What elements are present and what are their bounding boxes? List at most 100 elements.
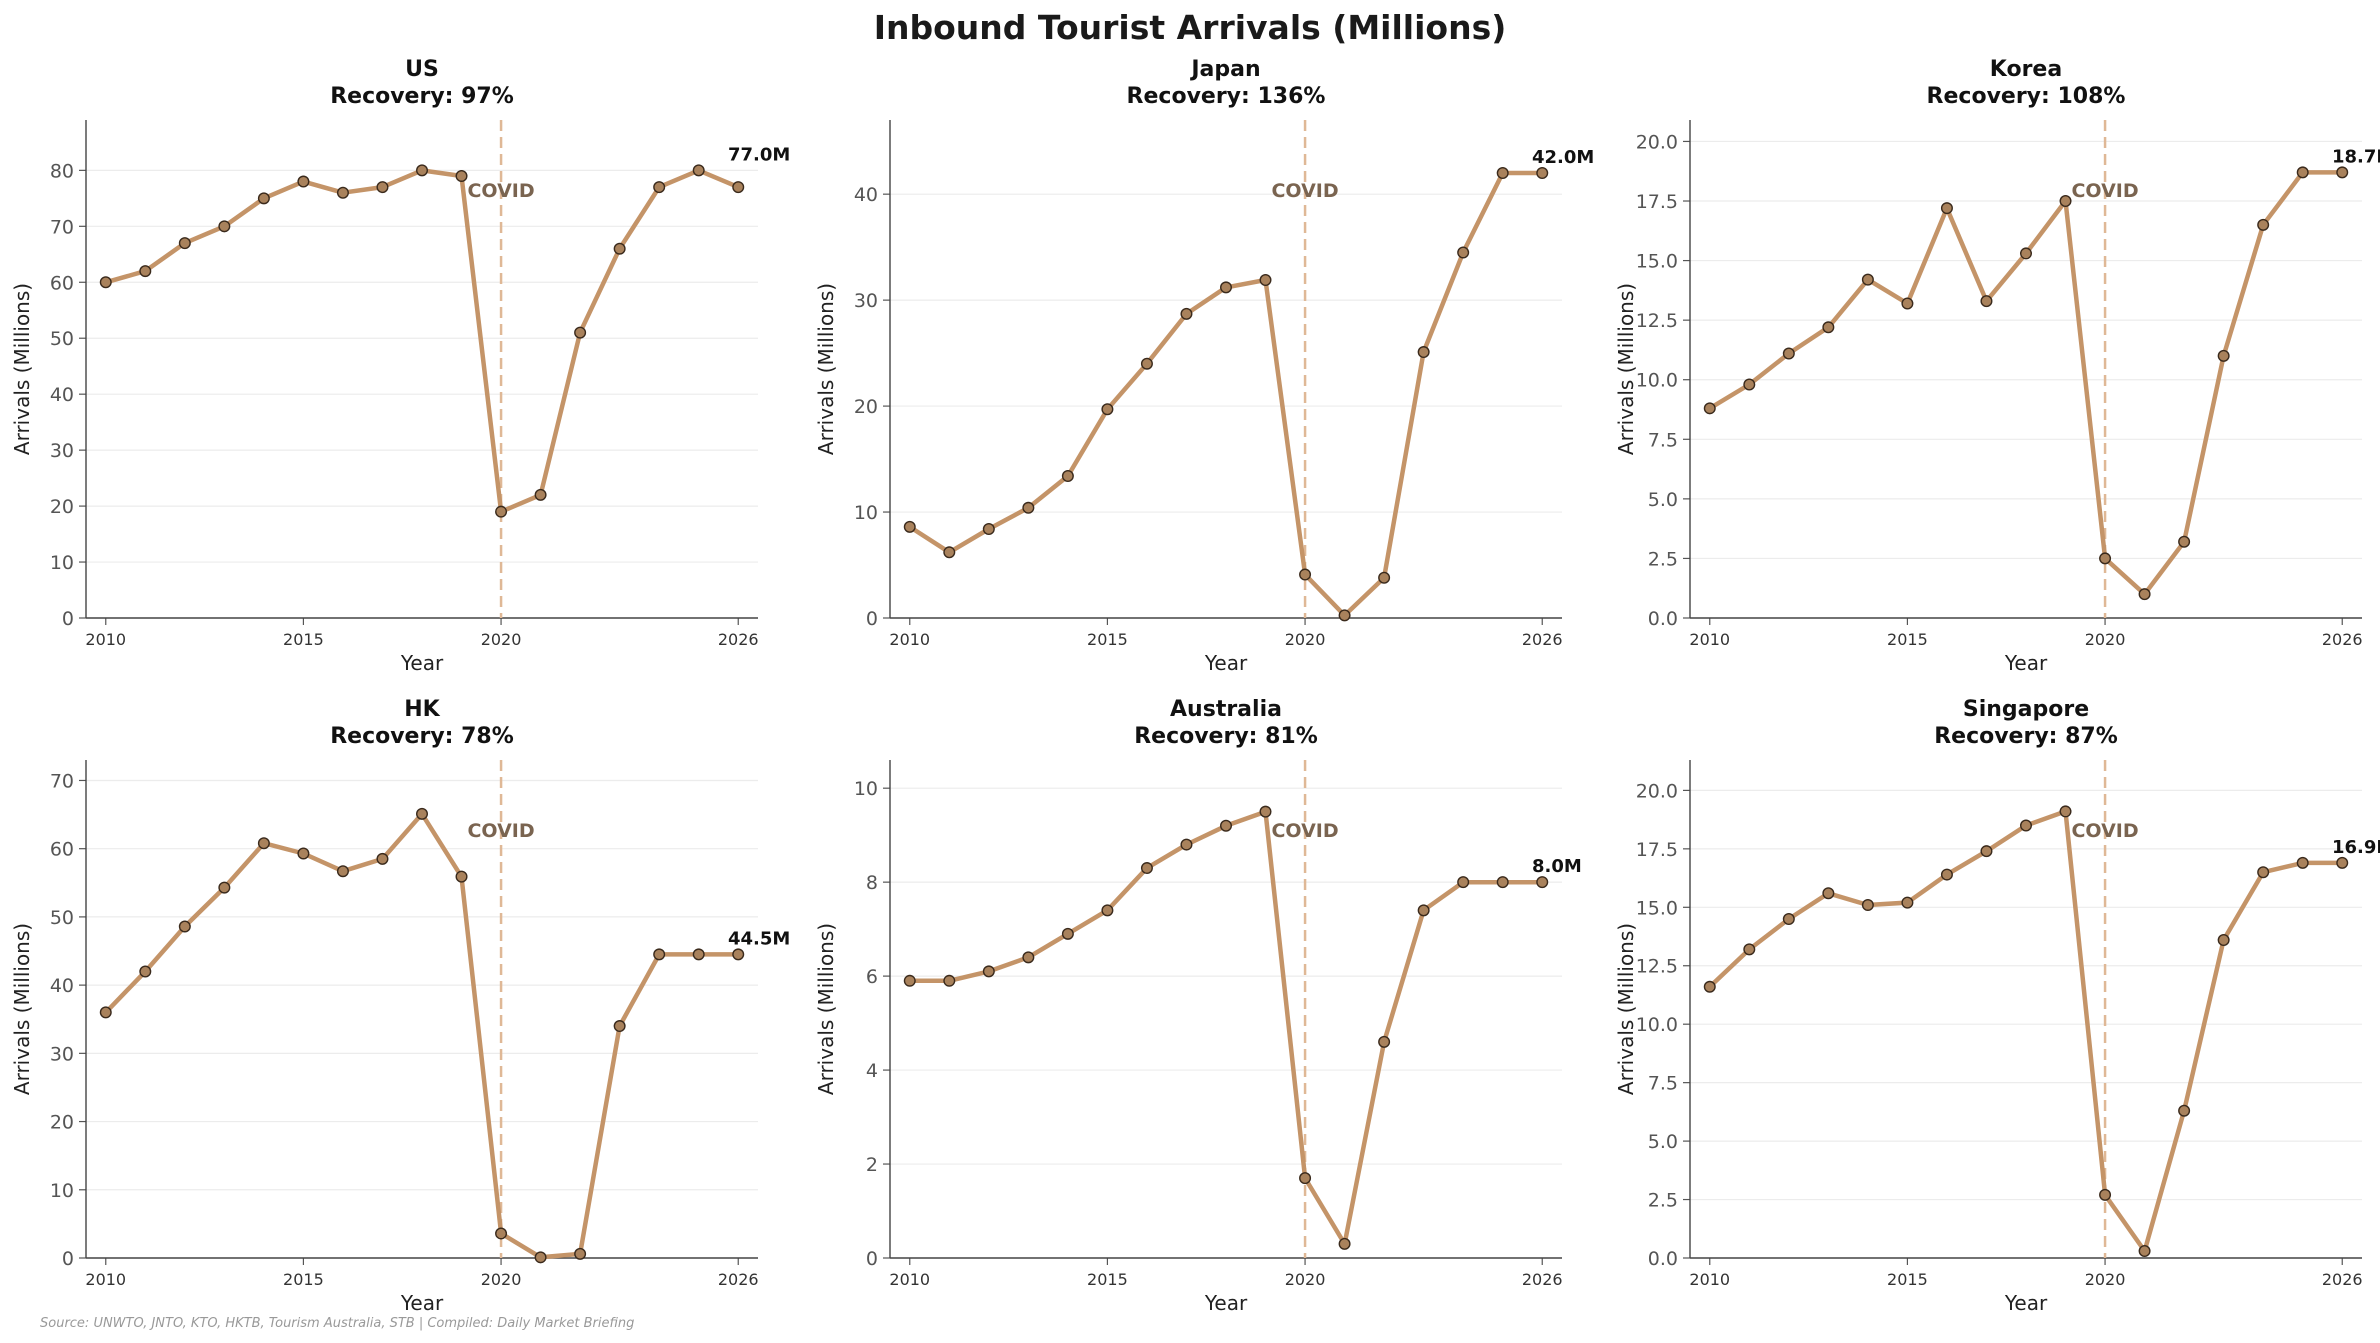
end-value-label: 8.0M [1532,856,1582,877]
x-tick-label: 2026 [1522,630,1563,649]
x-axis-label: Year [1204,1291,1248,1315]
y-tick-label: 20 [50,496,74,518]
y-tick-label: 20.0 [1636,780,1678,802]
y-axis-label: Arrivals (Millions) [10,283,34,455]
x-tick-label: 2026 [1522,1270,1563,1289]
data-point [1496,166,1509,179]
data-point [903,974,916,987]
y-tick-label: 50 [50,328,74,350]
x-tick-label: 2020 [2085,630,2126,649]
end-value-label: 16.9M [2332,837,2380,858]
x-tick-label: 2020 [481,630,522,649]
data-point [455,870,468,883]
y-tick-label: 40 [50,975,74,997]
y-tick-label: 0 [62,1248,74,1270]
panel-subtitle: Recovery: 87% [1934,724,2118,749]
data-point [1061,470,1074,483]
y-tick-label: 30 [854,290,878,312]
series-line [1707,170,2345,597]
data-point [178,920,191,933]
y-axis-label: Arrivals (Millions) [814,923,838,1095]
data-point [336,186,349,199]
y-tick-label: 80 [50,160,74,182]
covid-label: COVID [467,820,534,842]
y-tick-label: 50 [50,907,74,929]
data-point [943,546,956,559]
data-point [2178,1104,2191,1117]
data-point [1861,273,1874,286]
data-point [376,181,389,194]
data-point [2019,819,2032,832]
data-point [2099,552,2112,565]
data-point [1940,202,1953,215]
data-point [2217,934,2230,947]
data-point [1536,166,1549,179]
x-tick-label: 2026 [2322,1270,2363,1289]
data-point [1140,357,1153,370]
x-tick-label: 2020 [1285,1270,1326,1289]
data-point [1822,321,1835,334]
y-tick-label: 20 [50,1112,74,1134]
x-tick-label: 2015 [1087,630,1128,649]
data-point [653,948,666,961]
panel-title: Australia [1170,697,1282,722]
panel-subtitle: Recovery: 78% [330,724,514,749]
data-point [376,852,389,865]
covid-label: COVID [467,180,534,202]
panel-title: Korea [1990,57,2062,82]
y-tick-label: 17.5 [1636,839,1678,861]
covid-label: COVID [1271,180,1338,202]
y-tick-label: 70 [50,216,74,238]
data-point [1378,1035,1391,1048]
data-point [982,965,995,978]
data-point [455,169,468,182]
y-tick-label: 10 [50,1180,74,1202]
data-point [692,164,705,177]
panel-title: Japan [1189,57,1260,82]
end-value-label: 77.0M [728,144,790,165]
data-point [495,505,508,518]
series-line [907,170,1545,618]
data-point [218,220,231,233]
x-tick-label: 2010 [889,1270,930,1289]
y-tick-label: 0.0 [1648,608,1678,630]
y-tick-label: 30 [50,440,74,462]
data-point [1417,346,1430,359]
y-tick-label: 20 [854,396,878,418]
data-point [1219,819,1232,832]
data-point [1180,838,1193,851]
y-tick-label: 10 [854,778,878,800]
y-tick-label: 10.0 [1636,370,1678,392]
data-point [1417,904,1430,917]
covid-label: COVID [2071,180,2138,202]
y-tick-label: 10.0 [1636,1014,1678,1036]
data-point [99,276,112,289]
data-point [2217,349,2230,362]
data-point [2296,856,2309,869]
data-point [1496,876,1509,889]
panel-title: HK [404,697,440,722]
x-tick-label: 2010 [85,630,126,649]
y-tick-label: 40 [854,184,878,206]
data-point [1259,805,1272,818]
y-tick-label: 15.0 [1636,251,1678,273]
y-axis-label: Arrivals (Millions) [10,923,34,1095]
data-point [2336,856,2349,869]
data-point [139,265,152,278]
y-tick-label: 0 [62,608,74,630]
y-tick-label: 30 [50,1043,74,1065]
data-point [1457,246,1470,259]
data-point [2059,805,2072,818]
data-point [1980,295,1993,308]
x-axis-label: Year [400,1291,444,1315]
y-tick-label: 10 [854,502,878,524]
y-tick-label: 60 [50,272,74,294]
data-point [416,164,429,177]
end-value-label: 42.0M [1532,147,1594,168]
data-point [574,1247,587,1260]
